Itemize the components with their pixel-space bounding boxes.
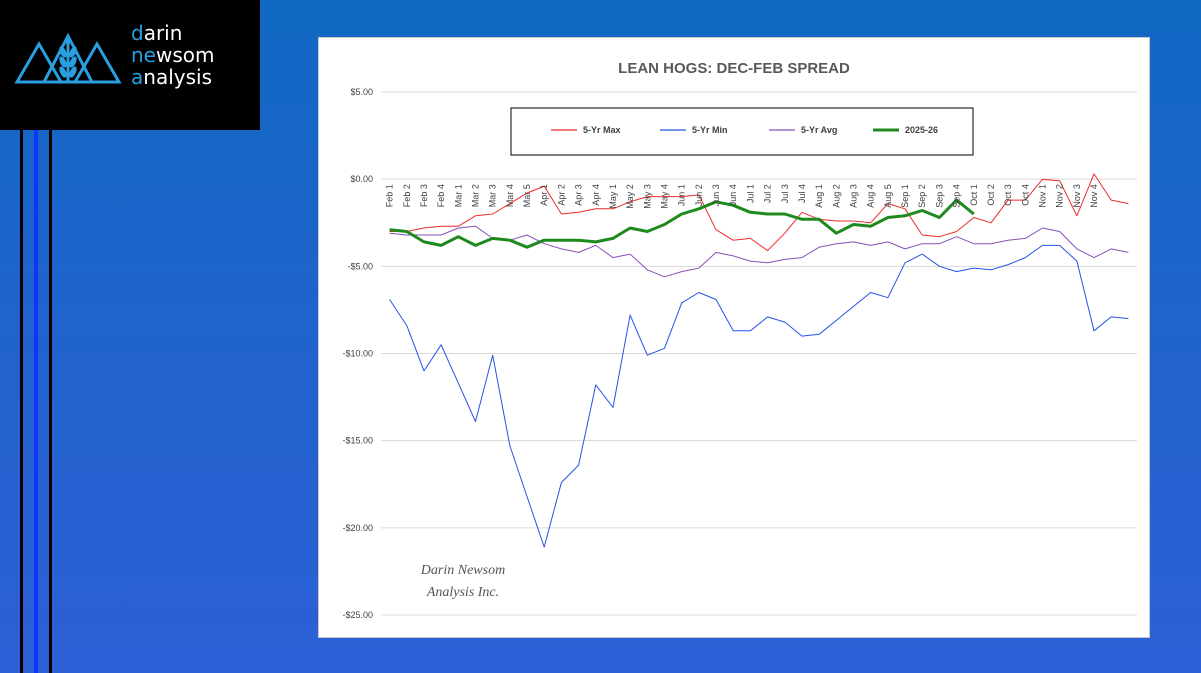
- x-tick-label: Apr 3: [574, 184, 584, 206]
- x-tick-label: Sep 4: [952, 184, 962, 208]
- logo-line-newsom: newsom: [131, 43, 215, 67]
- watermark-line-1: Darin Newsom: [420, 563, 505, 578]
- x-tick-label: Sep 2: [917, 184, 927, 208]
- x-tick-label: Feb 4: [436, 184, 446, 207]
- series-line-avg: [389, 225, 1129, 278]
- x-tick-label: Jul 3: [780, 184, 790, 203]
- x-tick-label: Nov 3: [1072, 184, 1082, 208]
- x-tick-label: Aug 2: [831, 184, 841, 208]
- x-tick-label: Aug 4: [866, 184, 876, 208]
- x-tick-label: Oct 3: [1003, 184, 1013, 206]
- chart-legend: 5-Yr Max 5-Yr Min 5-Yr Avg 2025-26: [510, 107, 974, 156]
- x-tick-label: May 2: [625, 184, 635, 209]
- x-tick-label: Apr 1: [539, 184, 549, 206]
- x-tick-label: May 4: [660, 184, 670, 209]
- y-tick-label: -$25.00: [342, 610, 373, 620]
- x-tick-label: Apr 2: [556, 184, 566, 206]
- x-tick-label: Mar 4: [505, 184, 515, 207]
- y-tick-label: -$5.00: [347, 261, 373, 271]
- y-tick-label: $5.00: [350, 87, 373, 97]
- logo: darin newsom analysis: [0, 0, 260, 130]
- legend-label-min: 5-Yr Min: [692, 125, 728, 135]
- x-tick-label: May 1: [608, 184, 618, 209]
- watermark-line-2: Analysis Inc.: [426, 585, 499, 600]
- chart-panel: LEAN HOGS: DEC-FEB SPREAD $5.00 $0.00 -$5.…: [318, 37, 1150, 638]
- x-tick-label: Mar 3: [488, 184, 498, 207]
- x-tick-label: Sep 3: [934, 184, 944, 208]
- x-tick-label: Jul 2: [763, 184, 773, 203]
- mountain-wheat-icon: [14, 32, 122, 84]
- series-line-min: [389, 244, 1129, 548]
- spread-chart: LEAN HOGS: DEC-FEB SPREAD $5.00 $0.00 -$5.…: [342, 60, 1137, 620]
- y-tick-label: -$20.00: [342, 523, 373, 533]
- x-tick-label: Aug 5: [883, 184, 893, 208]
- x-tick-label: Sep 1: [900, 184, 910, 208]
- logo-line-analysis: analysis: [131, 65, 212, 89]
- x-tick-label: Apr 4: [591, 184, 601, 206]
- x-tick-label: Nov 2: [1055, 184, 1065, 208]
- logo-line-darin: darin: [131, 21, 183, 45]
- x-tick-label: Mar 5: [522, 184, 532, 207]
- x-tick-label: Jul 4: [797, 184, 807, 203]
- y-tick-label: $0.00: [350, 174, 373, 184]
- x-tick-label: May 3: [642, 184, 652, 209]
- series-line-current: [389, 198, 975, 249]
- y-tick-label: -$15.00: [342, 436, 373, 446]
- x-tick-label: Nov 1: [1038, 184, 1048, 208]
- x-tick-label: Jun 3: [711, 184, 721, 206]
- x-tick-label: Oct 4: [1020, 184, 1030, 206]
- x-tick-label: Aug 3: [849, 184, 859, 208]
- legend-label-avg: 5-Yr Avg: [801, 125, 837, 135]
- chart-title: LEAN HOGS: DEC-FEB SPREAD: [618, 60, 850, 77]
- x-tick-label: Feb 3: [419, 184, 429, 207]
- x-tick-label: Feb 1: [385, 184, 395, 207]
- x-tick-label: Jun 1: [677, 184, 687, 206]
- x-tick-label: Mar 1: [453, 184, 463, 207]
- logo-text: darin newsom analysis: [131, 22, 214, 88]
- legend-label-current: 2025-26: [905, 125, 938, 135]
- legend-box: [510, 107, 974, 156]
- x-tick-label: Jun 4: [728, 184, 738, 206]
- x-tick-label: Feb 2: [402, 184, 412, 207]
- x-tick-label: Nov 4: [1089, 184, 1099, 208]
- y-tick-label: -$10.00: [342, 349, 373, 359]
- decor-bar-black-1: [20, 130, 23, 673]
- legend-label-max: 5-Yr Max: [583, 125, 621, 135]
- x-tick-label: Oct 2: [986, 184, 996, 206]
- x-tick-label: Aug 1: [814, 184, 824, 208]
- x-tick-label: Oct 1: [969, 184, 979, 206]
- decor-bar-black-2: [49, 130, 52, 673]
- x-tick-label: Jul 1: [745, 184, 755, 203]
- decor-bar-blue: [34, 130, 38, 673]
- series-line-max: [389, 173, 1129, 252]
- x-tick-label: Jun 2: [694, 184, 704, 206]
- x-tick-label: Mar 2: [471, 184, 481, 207]
